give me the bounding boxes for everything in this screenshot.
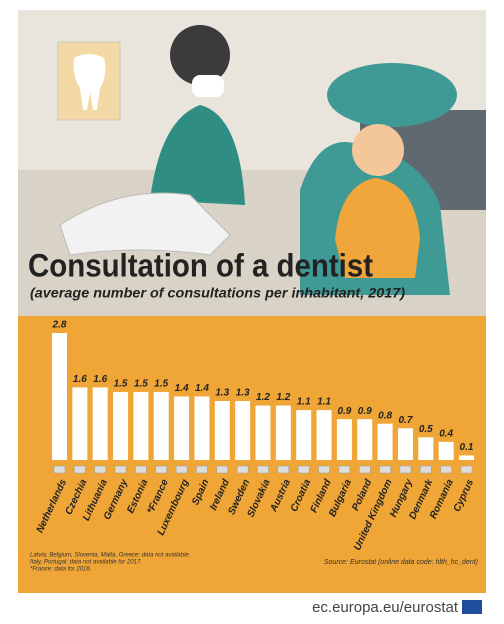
lamp	[327, 63, 457, 127]
bar	[113, 391, 129, 460]
value-label: 1.4	[195, 383, 209, 394]
bar	[92, 387, 108, 460]
value-label: 1.5	[154, 379, 168, 390]
flag	[277, 465, 290, 474]
value-label: 1.6	[73, 374, 87, 385]
footer: ec.europa.eu/eurostat	[312, 599, 459, 616]
bar	[357, 419, 373, 460]
bar	[459, 455, 474, 460]
value-label: 1.2	[256, 392, 270, 403]
flag	[420, 465, 432, 474]
flag	[460, 465, 473, 474]
chart-title: Consultation of a dentist	[28, 247, 373, 283]
value-label: 2.8	[52, 320, 67, 331]
mask	[192, 75, 224, 97]
flag	[94, 465, 106, 474]
flag	[318, 465, 330, 474]
value-label: 0.1	[460, 442, 474, 453]
value-label: 0.9	[358, 406, 372, 417]
flag	[359, 465, 371, 474]
bar	[296, 410, 312, 460]
bar	[316, 410, 332, 460]
flag	[379, 465, 391, 474]
value-label: 1.3	[236, 388, 250, 399]
flag	[196, 465, 208, 474]
value-label: 1.4	[175, 383, 189, 394]
value-label: 1.5	[134, 379, 148, 390]
value-label: 0.7	[398, 415, 412, 426]
value-label: 1.1	[297, 397, 311, 408]
bar	[255, 405, 271, 460]
value-label: 0.9	[337, 406, 351, 417]
note: *France: data for 2016.	[30, 567, 91, 573]
flag	[297, 465, 310, 474]
bar	[72, 387, 88, 460]
flag	[74, 465, 86, 474]
value-label: 0.5	[419, 424, 433, 435]
bar	[275, 405, 291, 460]
flag	[135, 465, 147, 474]
flag	[114, 465, 127, 474]
bar	[397, 428, 413, 460]
flag	[175, 465, 188, 474]
eu-flag	[462, 600, 482, 614]
flag	[399, 465, 412, 474]
bar	[174, 396, 190, 460]
flag	[216, 465, 229, 474]
flag	[155, 465, 167, 474]
tooth	[73, 54, 106, 110]
value-label: 1.1	[317, 397, 331, 408]
patient-head	[352, 124, 404, 176]
bar	[194, 396, 210, 460]
dentist-head	[170, 25, 230, 85]
bar	[235, 401, 251, 460]
value-label: 0.4	[439, 428, 453, 439]
value-label: 1.5	[114, 379, 128, 390]
flag	[53, 465, 66, 474]
bar	[336, 419, 352, 460]
bar	[418, 437, 434, 460]
bar	[133, 391, 149, 460]
flag	[440, 465, 452, 474]
bar	[438, 441, 454, 460]
value-label: 1.3	[215, 388, 229, 399]
flag	[236, 465, 249, 474]
bar	[214, 401, 230, 460]
bar	[52, 333, 67, 460]
chart-subtitle: (average number of consultations per inh…	[30, 285, 405, 301]
bar	[377, 423, 393, 460]
flag	[257, 465, 269, 474]
flag	[338, 465, 351, 474]
note: Latvia, Belgium, Slovenia, Malta, Greece…	[30, 553, 190, 559]
dentist-body	[150, 105, 245, 205]
tray	[59, 192, 231, 256]
note: Italy, Portugal: data not available for …	[30, 560, 142, 566]
value-label: 0.8	[378, 410, 392, 421]
value-label: 1.6	[93, 374, 107, 385]
patient-body	[335, 178, 420, 278]
bar	[153, 391, 169, 460]
chart-background	[18, 316, 486, 593]
value-label: 1.2	[276, 392, 290, 403]
source: Source: Eurostat (online data code: hlth…	[324, 559, 478, 566]
